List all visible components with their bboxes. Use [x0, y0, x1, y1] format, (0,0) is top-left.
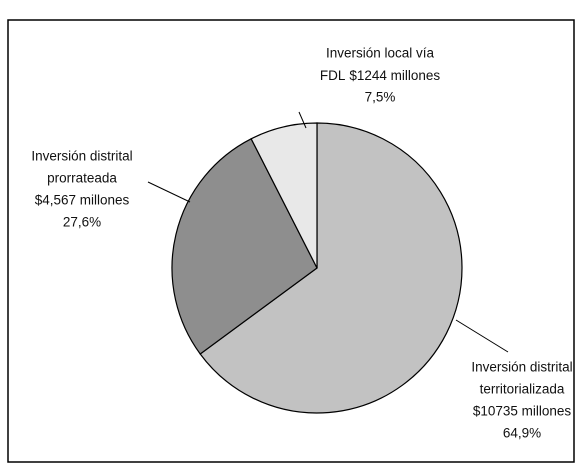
leader-line — [147, 181, 191, 203]
leader-line — [298, 111, 307, 129]
slice-amount: $1244 millones — [349, 68, 440, 83]
slice-percent: 27,6% — [63, 215, 101, 230]
slice-label: FDL $1244 millones — [320, 68, 441, 83]
slice-percent: 7,5% — [365, 90, 396, 105]
pie-slice — [250, 122, 318, 269]
slice-label: Inversión local vía — [326, 46, 435, 61]
slice-label: prorrateada — [47, 171, 117, 186]
pie-slice — [171, 137, 318, 355]
leader-line — [455, 319, 509, 353]
slice-label-name: FDL — [320, 68, 346, 83]
slice-percent: 64,9% — [503, 426, 541, 441]
slice-label: territorializada — [480, 382, 565, 397]
slice-label: Inversión distrital — [471, 360, 572, 375]
slice-amount: $4,567 millones — [35, 193, 130, 208]
slice-label: Inversión distrital — [31, 149, 132, 164]
slice-amount: $10735 millones — [473, 404, 572, 419]
pie-slice — [199, 122, 463, 414]
